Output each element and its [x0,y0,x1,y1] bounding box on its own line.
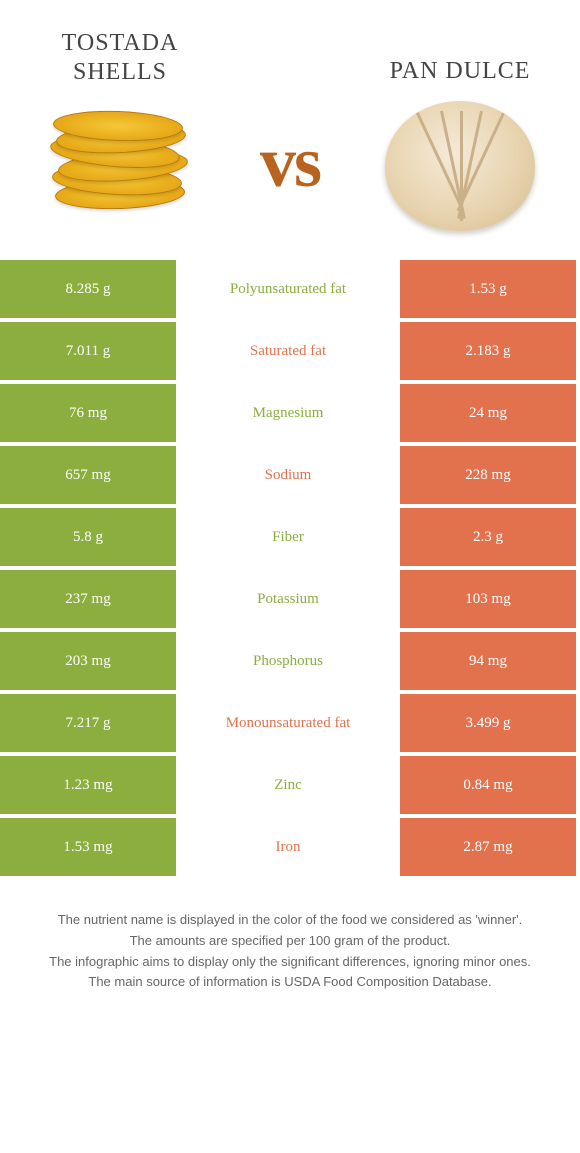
footer-line: The amounts are specified per 100 gram o… [20,931,560,952]
left-value-cell: 1.23 mg [0,756,176,814]
right-food-column: Pan dulce [360,29,560,236]
left-value-cell: 1.53 mg [0,818,176,876]
left-value-cell: 237 mg [0,570,176,628]
table-row: 5.8 gFiber2.3 g [0,508,580,566]
nutrient-label-cell: Phosphorus [180,632,396,690]
nutrient-label-cell: Potassium [180,570,396,628]
footer-line: The infographic aims to display only the… [20,952,560,973]
right-value-cell: 103 mg [400,570,576,628]
left-value-cell: 657 mg [0,446,176,504]
right-value-cell: 228 mg [400,446,576,504]
table-row: 1.23 mgZinc0.84 mg [0,756,580,814]
left-value-cell: 5.8 g [0,508,176,566]
table-row: 657 mgSodium228 mg [0,446,580,504]
right-value-cell: 1.53 g [400,260,576,318]
table-row: 203 mgPhosphorus94 mg [0,632,580,690]
right-food-title: Pan dulce [390,57,531,86]
right-value-cell: 2.183 g [400,322,576,380]
nutrient-label-cell: Iron [180,818,396,876]
right-value-cell: 0.84 mg [400,756,576,814]
nutrient-comparison-table: 8.285 gPolyunsaturated fat1.53 g7.011 gS… [0,260,580,876]
left-value-cell: 8.285 g [0,260,176,318]
right-value-cell: 2.87 mg [400,818,576,876]
nutrient-label-cell: Saturated fat [180,322,396,380]
footer-line: The nutrient name is displayed in the co… [20,910,560,931]
table-row: 7.217 gMonounsaturated fat3.499 g [0,694,580,752]
table-row: 76 mgMagnesium24 mg [0,384,580,442]
right-value-cell: 94 mg [400,632,576,690]
nutrient-label-cell: Zinc [180,756,396,814]
comparison-header: Tostada shells vs Pan dulce [0,0,580,260]
nutrient-label-cell: Magnesium [180,384,396,442]
left-value-cell: 203 mg [0,632,176,690]
footer-line: The main source of information is USDA F… [20,972,560,993]
table-row: 7.011 gSaturated fat2.183 g [0,322,580,380]
right-value-cell: 3.499 g [400,694,576,752]
table-row: 237 mgPotassium103 mg [0,570,580,628]
vs-label: vs [260,121,320,204]
table-row: 8.285 gPolyunsaturated fat1.53 g [0,260,580,318]
left-food-column: Tostada shells [20,29,220,237]
tostada-image [35,96,205,236]
nutrient-label-cell: Fiber [180,508,396,566]
left-food-title: Tostada shells [20,29,220,87]
right-value-cell: 2.3 g [400,508,576,566]
table-row: 1.53 mgIron2.87 mg [0,818,580,876]
pan-dulce-image [375,96,545,236]
footer-notes: The nutrient name is displayed in the co… [0,880,580,1003]
right-value-cell: 24 mg [400,384,576,442]
left-value-cell: 76 mg [0,384,176,442]
nutrient-label-cell: Monounsaturated fat [180,694,396,752]
nutrient-label-cell: Sodium [180,446,396,504]
left-value-cell: 7.011 g [0,322,176,380]
left-value-cell: 7.217 g [0,694,176,752]
nutrient-label-cell: Polyunsaturated fat [180,260,396,318]
